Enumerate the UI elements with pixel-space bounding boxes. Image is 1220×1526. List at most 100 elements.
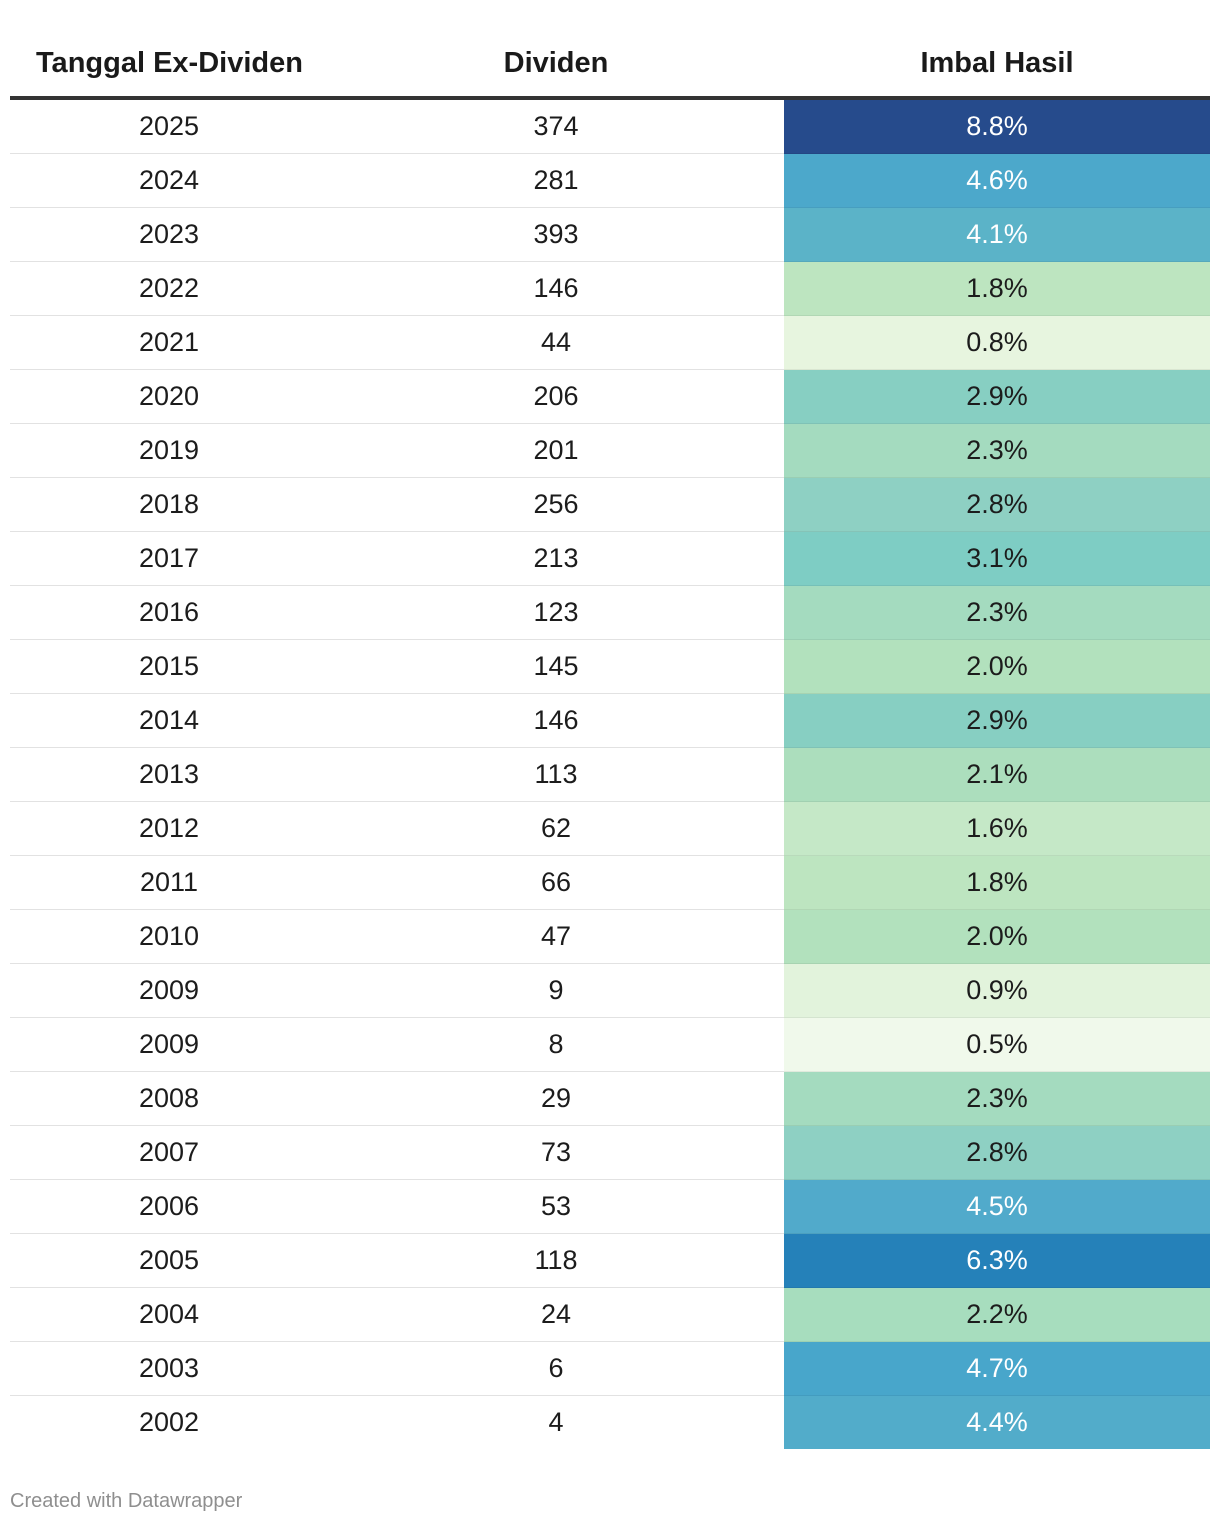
cell-dividend: 201 xyxy=(328,423,784,478)
cell-dividend: 9 xyxy=(328,963,784,1018)
table-row: 2003 6 4.7% xyxy=(10,1341,1210,1396)
cell-yield-heatmap: 4.4% xyxy=(784,1395,1210,1449)
cell-ex-dividend-date: 2008 xyxy=(10,1071,328,1126)
table-row: 2009 8 0.5% xyxy=(10,1017,1210,1072)
cell-yield-heatmap: 2.0% xyxy=(784,909,1210,964)
table-row: 2016 123 2.3% xyxy=(10,585,1210,640)
table-header-row: Tanggal Ex-Dividen Dividen Imbal Hasil xyxy=(10,0,1210,100)
cell-ex-dividend-date: 2013 xyxy=(10,747,328,802)
table-row: 2013 113 2.1% xyxy=(10,747,1210,802)
cell-yield-heatmap: 4.5% xyxy=(784,1179,1210,1234)
cell-dividend: 4 xyxy=(548,1407,564,1437)
table-row: 2023 393 4.1% xyxy=(10,207,1210,262)
cell-dividend: 123 xyxy=(328,585,784,640)
table-row: 2005 118 6.3% xyxy=(10,1233,1210,1288)
cell-yield-heatmap: 2.8% xyxy=(784,1125,1210,1180)
cell-dividend: 146 xyxy=(328,693,784,748)
table-row: 2002 4 4.4% xyxy=(10,1395,1210,1449)
cell-ex-dividend-date: 2004 xyxy=(10,1287,328,1342)
cell-yield-heatmap: 8.8% xyxy=(784,98,1210,154)
dividend-table-container: Tanggal Ex-Dividen Dividen Imbal Hasil 2… xyxy=(10,0,1210,1449)
cell-ex-dividend-date: 2018 xyxy=(10,477,328,532)
cell-dividend: 62 xyxy=(328,801,784,856)
table-row: 2008 29 2.3% xyxy=(10,1071,1210,1126)
cell-yield-heatmap: 2.9% xyxy=(784,369,1210,424)
table-row: 2012 62 1.6% xyxy=(10,801,1210,856)
cell-ex-dividend-date: 2009 xyxy=(10,1017,328,1072)
table-row: 2004 24 2.2% xyxy=(10,1287,1210,1342)
cell-ex-dividend-date: 2009 xyxy=(10,963,328,1018)
cell-yield-heatmap: 4.7% xyxy=(784,1341,1210,1396)
table-row: 2009 9 0.9% xyxy=(10,963,1210,1018)
cell-yield-heatmap: 4.6% xyxy=(784,153,1210,208)
cell-dividend: 66 xyxy=(328,855,784,910)
table-body: 2025 374 8.8% 2024 281 4.6% 2023 393 4.1% 2022 146… xyxy=(10,98,1210,1449)
cell-ex-dividend-date: 2020 xyxy=(10,369,328,424)
cell-ex-dividend-date: 2010 xyxy=(10,909,328,964)
cell-dividend: 8 xyxy=(328,1017,784,1072)
cell-ex-dividend-date: 2007 xyxy=(10,1125,328,1180)
cell-ex-dividend-date: 2003 xyxy=(10,1341,328,1396)
table-header: Tanggal Ex-Dividen Dividen Imbal Hasil xyxy=(10,0,1210,100)
cell-yield-heatmap: 2.9% xyxy=(784,693,1210,748)
cell-ex-dividend-date: 2016 xyxy=(10,585,328,640)
cell-dividend: 113 xyxy=(328,747,784,802)
cell-yield-heatmap: 2.0% xyxy=(784,639,1210,694)
cell-dividend: 213 xyxy=(328,531,784,586)
column-header-dividend[interactable]: Dividen xyxy=(328,0,784,100)
cell-dividend: 145 xyxy=(328,639,784,694)
cell-ex-dividend-date: 2012 xyxy=(10,801,328,856)
cell-dividend: 53 xyxy=(328,1179,784,1234)
cell-dividend: 146 xyxy=(328,261,784,316)
table-row: 2018 256 2.8% xyxy=(10,477,1210,532)
cell-dividend: 24 xyxy=(328,1287,784,1342)
cell-yield-heatmap: 4.1% xyxy=(784,207,1210,262)
cell-dividend: 44 xyxy=(328,315,784,370)
cell-yield-heatmap: 1.8% xyxy=(784,855,1210,910)
table-row: 2010 47 2.0% xyxy=(10,909,1210,964)
cell-yield-heatmap: 0.8% xyxy=(784,315,1210,370)
cell-yield-heatmap: 0.9% xyxy=(784,963,1210,1018)
footer-credit: Created with Datawrapper xyxy=(10,1490,243,1512)
cell-dividend: 393 xyxy=(328,207,784,262)
cell-ex-dividend-date: 2022 xyxy=(10,261,328,316)
column-header-yield[interactable]: Imbal Hasil xyxy=(784,0,1210,100)
cell-dividend: 73 xyxy=(328,1125,784,1180)
cell-dividend: 6 xyxy=(328,1341,784,1396)
table-row: 2017 213 3.1% xyxy=(10,531,1210,586)
table-row: 2011 66 1.8% xyxy=(10,855,1210,910)
table-row: 2015 145 2.0% xyxy=(10,639,1210,694)
cell-dividend: 29 xyxy=(328,1071,784,1126)
cell-dividend: 118 xyxy=(328,1233,784,1288)
cell-yield-heatmap: 2.2% xyxy=(784,1287,1210,1342)
cell-yield-heatmap: 2.3% xyxy=(784,1071,1210,1126)
cell-ex-dividend-date: 2015 xyxy=(10,639,328,694)
table-row: 2021 44 0.8% xyxy=(10,315,1210,370)
cell-yield-heatmap: 2.3% xyxy=(784,585,1210,640)
cell-dividend: 374 xyxy=(328,98,784,154)
cell-dividend: 256 xyxy=(328,477,784,532)
table-row: 2006 53 4.5% xyxy=(10,1179,1210,1234)
cell-yield-heatmap: 1.6% xyxy=(784,801,1210,856)
cell-ex-dividend-date: 2025 xyxy=(10,98,328,154)
cell-ex-dividend-date: 2023 xyxy=(10,207,328,262)
cell-ex-dividend-date: 2014 xyxy=(10,693,328,748)
cell-dividend: 47 xyxy=(328,909,784,964)
table-row: 2024 281 4.6% xyxy=(10,153,1210,208)
table-row: 2014 146 2.9% xyxy=(10,693,1210,748)
table-row: 2022 146 1.8% xyxy=(10,261,1210,316)
dividend-table: Tanggal Ex-Dividen Dividen Imbal Hasil 2… xyxy=(10,0,1210,1449)
cell-yield-heatmap: 2.3% xyxy=(784,423,1210,478)
table-row: 2020 206 2.9% xyxy=(10,369,1210,424)
cell-ex-dividend-date: 2021 xyxy=(10,315,328,370)
cell-yield-heatmap: 3.1% xyxy=(784,531,1210,586)
cell-ex-dividend-date: 2019 xyxy=(10,423,328,478)
table-row: 2019 201 2.3% xyxy=(10,423,1210,478)
cell-yield-heatmap: 2.8% xyxy=(784,477,1210,532)
cell-ex-dividend-date: 2024 xyxy=(10,153,328,208)
cell-yield-heatmap: 0.5% xyxy=(784,1017,1210,1072)
table-row: 2007 73 2.8% xyxy=(10,1125,1210,1180)
cell-dividend: 281 xyxy=(328,153,784,208)
column-header-ex-dividend-date[interactable]: Tanggal Ex-Dividen xyxy=(10,0,328,100)
cell-ex-dividend-date: 2002 xyxy=(138,1407,200,1437)
